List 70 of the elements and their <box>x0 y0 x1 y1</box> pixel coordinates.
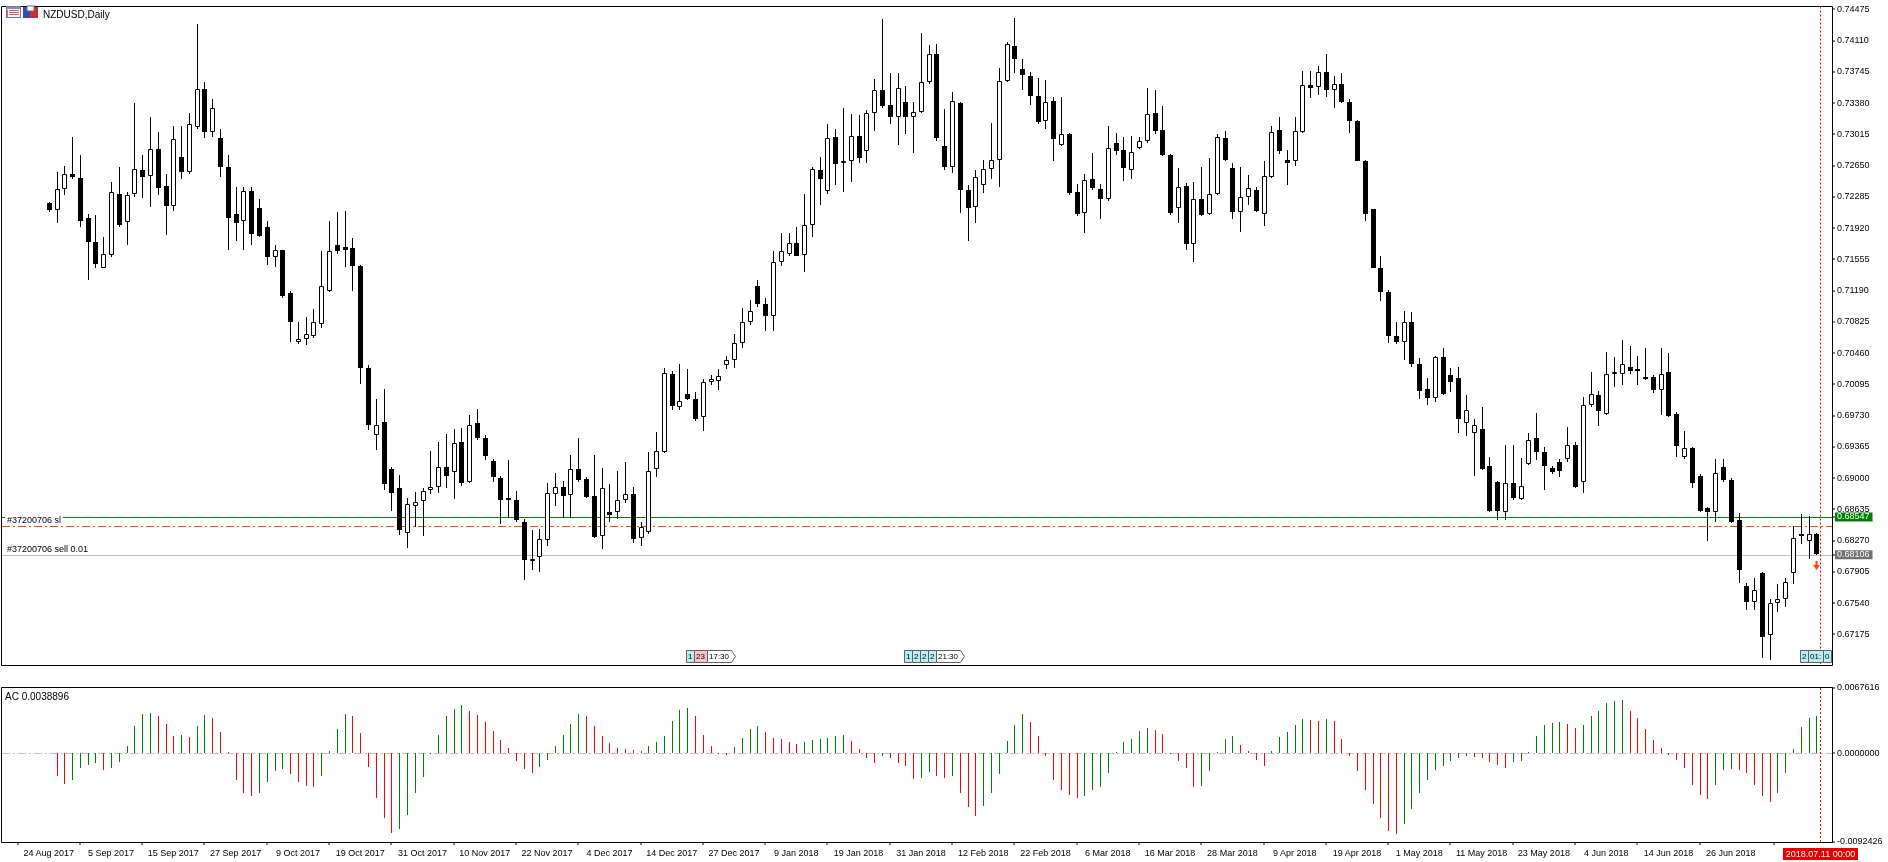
annotation: 23 <box>696 652 706 662</box>
y-tick-label: 0.68547 <box>1837 511 1870 522</box>
y-tick-label: 0.69730 <box>1837 410 1870 421</box>
x-tick-label: 5 Sep 2017 <box>88 847 135 858</box>
x-tick-label: 27 Dec 2017 <box>708 847 760 858</box>
x-tick-label: 14 Dec 2017 <box>646 847 698 858</box>
ref-line-label: #37200706 sl <box>7 515 62 526</box>
annotation: 17:30 <box>709 652 730 662</box>
x-tick-label: 31 Oct 2017 <box>397 847 448 858</box>
x-tick-label: 4 Jun 2018 <box>1583 847 1629 858</box>
y-tick-label: 0.70095 <box>1837 378 1870 389</box>
x-tick-label: 23 May 2018 <box>1517 847 1570 858</box>
x-tick-label: 9 Apr 2018 <box>1272 847 1317 858</box>
y-tick-label: 0.67175 <box>1837 628 1870 639</box>
x-tick-label: 16 Mar 2018 <box>1144 847 1196 858</box>
y-tick-label: 0.74475 <box>1837 3 1870 14</box>
x-tick-label: 2018.07.11 00:00 <box>1785 848 1856 859</box>
x-tick-label: 10 Nov 2017 <box>459 847 511 858</box>
y-tick-label: 0.74110 <box>1837 35 1869 46</box>
annotation: 2 <box>930 652 935 662</box>
y-tick-label: 0.67540 <box>1837 597 1870 608</box>
y-tick-label: 0.68106 <box>1837 549 1870 560</box>
y-tick-label: 0.70460 <box>1837 347 1870 358</box>
x-tick-label: 26 Jun 2018 <box>1705 847 1756 858</box>
x-tick-label: 1 May 2018 <box>1395 847 1443 858</box>
annotation: 2 <box>914 652 919 662</box>
x-tick-label: 4 Dec 2017 <box>586 847 633 858</box>
x-tick-label: 14 Jun 2018 <box>1643 847 1694 858</box>
chart-title: NZDUSD,Daily <box>43 9 110 21</box>
y-tick-label: 0.72650 <box>1837 160 1870 171</box>
y-tick-label: 0.72285 <box>1837 191 1870 202</box>
x-tick-label: 9 Oct 2017 <box>275 847 320 858</box>
y-tick-label: 0.67905 <box>1837 566 1870 577</box>
annotation: 1 <box>688 652 693 662</box>
y-tick-label: 0.0067616 <box>1837 682 1880 693</box>
ref-line-label: #37200706 sell 0.01 <box>7 544 89 555</box>
x-tick-label: 24 Aug 2017 <box>23 847 74 858</box>
annotation: 2 <box>1802 652 1807 662</box>
x-tick-label: 15 Sep 2017 <box>147 847 199 858</box>
annotation: 01: <box>1810 652 1822 662</box>
annotation: 2 <box>922 652 927 662</box>
x-tick-label: 19 Jan 2018 <box>833 847 884 858</box>
chart-title: AC 0.0038896 <box>5 690 70 702</box>
y-tick-label: 0.71555 <box>1837 253 1870 264</box>
text: 0 <box>1825 652 1830 662</box>
y-tick-label: 0.73745 <box>1837 66 1870 77</box>
y-tick-label: -0.0092426 <box>1837 836 1883 847</box>
x-tick-label: 11 May 2018 <box>1455 847 1508 858</box>
y-tick-label: 0.70825 <box>1837 316 1870 327</box>
y-tick-label: 0.0000000 <box>1837 747 1880 758</box>
annotation: 21:30 <box>938 652 959 662</box>
x-tick-label: 19 Oct 2017 <box>335 847 385 858</box>
y-tick-label: 0.71920 <box>1837 222 1870 233</box>
annotation: 1 <box>906 652 911 662</box>
y-tick-label: 0.69365 <box>1837 441 1870 452</box>
x-tick-label: 19 Apr 2018 <box>1332 847 1382 858</box>
y-tick-label: 0.68635 <box>1837 503 1870 514</box>
y-tick-label: 0.71190 <box>1837 285 1869 296</box>
x-tick-label: 9 Jan 2018 <box>774 847 819 858</box>
x-tick-label: 27 Sep 2017 <box>210 847 262 858</box>
x-tick-label: 31 Jan 2018 <box>896 847 946 858</box>
x-tick-label: 6 Mar 2018 <box>1085 847 1131 858</box>
y-tick-label: 0.68270 <box>1837 535 1870 546</box>
y-tick-label: 0.73380 <box>1837 97 1870 108</box>
x-tick-label: 28 Mar 2018 <box>1207 847 1258 858</box>
x-tick-label: 12 Feb 2018 <box>957 847 1009 858</box>
y-tick-label: 0.69000 <box>1837 472 1870 483</box>
x-tick-label: 22 Feb 2018 <box>1020 847 1071 858</box>
x-tick-label: 22 Nov 2017 <box>521 847 573 858</box>
y-tick-label: 0.73015 <box>1837 128 1870 139</box>
